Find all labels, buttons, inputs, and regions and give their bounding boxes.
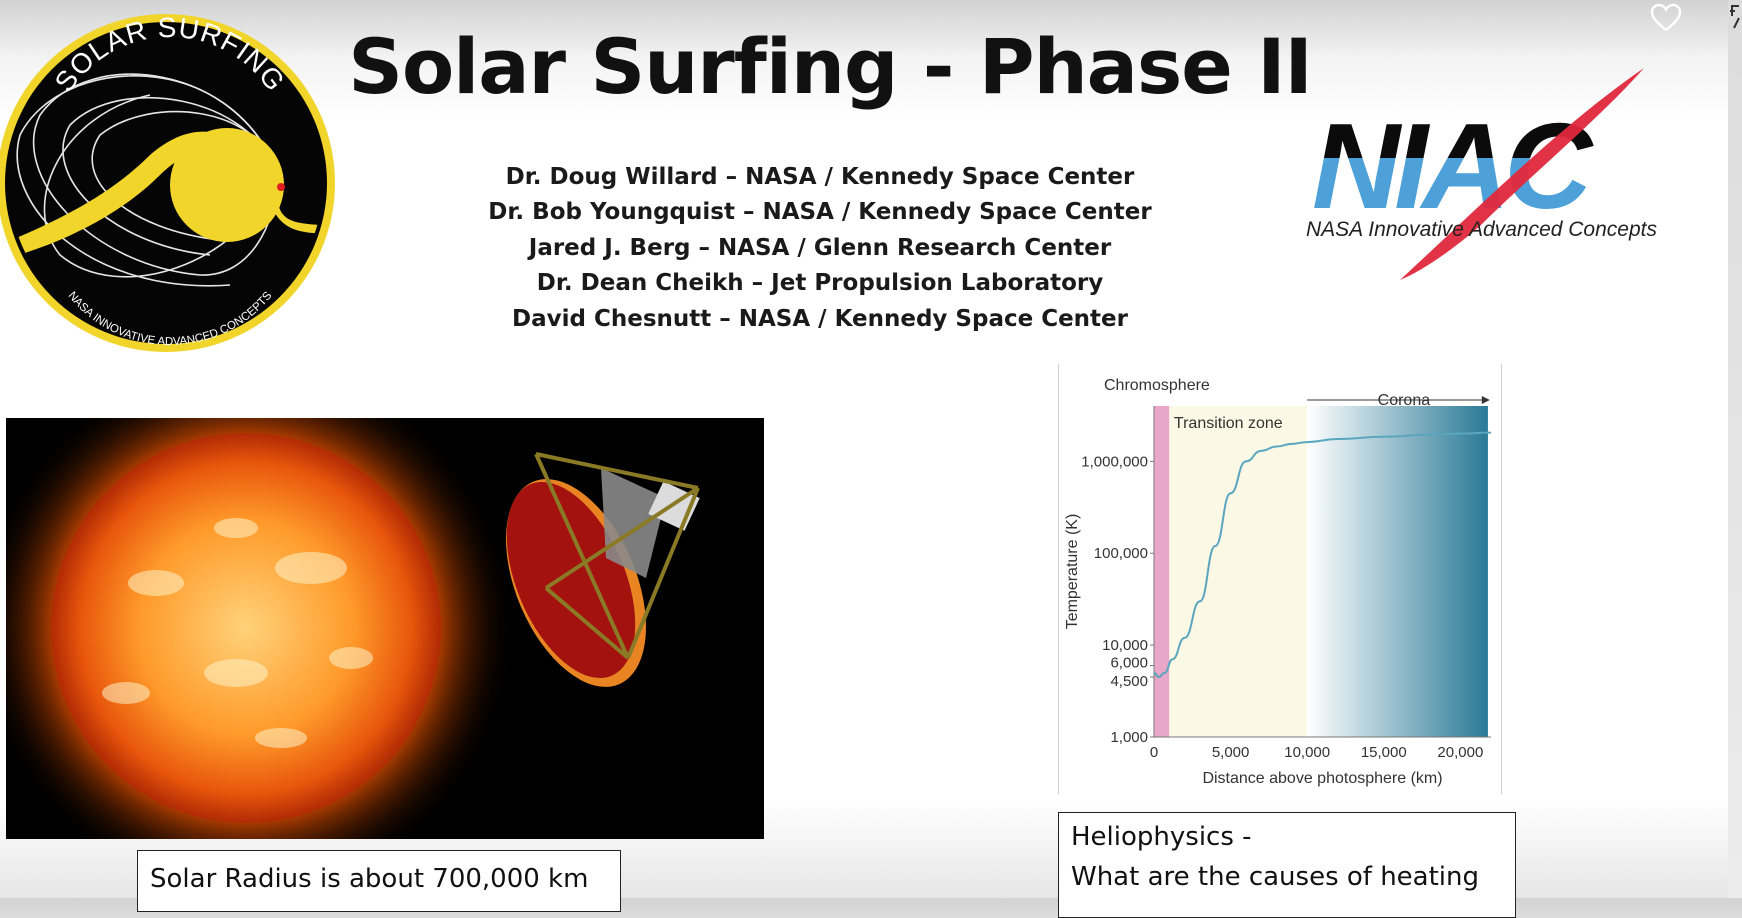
corona-arrowhead	[1481, 396, 1490, 404]
x-tick-label: 15,000	[1361, 744, 1407, 761]
niac-subtitle: NASA Innovative Advanced Concepts	[1306, 218, 1657, 241]
sun	[51, 433, 441, 823]
x-tick-label: 10,000	[1284, 744, 1330, 761]
spacecraft	[506, 452, 700, 687]
x-tick-label: 0	[1150, 744, 1158, 761]
favorite-heart-icon[interactable]	[1650, 3, 1682, 33]
svg-text:NIAC: NIAC	[1312, 98, 1594, 234]
region-label-chromosphere: Chromosphere	[1104, 377, 1210, 394]
author-line: Jared J. Berg – NASA / Glenn Research Ce…	[528, 234, 1112, 261]
author-line: David Chesnutt – NASA / Kennedy Space Ce…	[512, 305, 1128, 332]
y-tick-label: 1,000,000	[1081, 453, 1148, 470]
temperature-curve	[1153, 431, 1492, 678]
temperature-chart: 0 5,000 10,000 15,000 20,000 1,000 4,500 6,000 1…	[1058, 364, 1502, 794]
region-label-transition-zone: Transition zone	[1174, 415, 1283, 432]
chart-region-band	[1154, 406, 1170, 737]
solar-radius-caption: Solar Radius is about 700,000 km	[137, 850, 621, 912]
author-list: Dr. Doug Willard – NASA / Kennedy Space …	[440, 160, 1200, 337]
chart-region-band	[1169, 406, 1308, 737]
slide: SOLAR SURFING NASA INNOVATIVE ADVANCED C…	[0, 3, 1682, 918]
heliophysics-caption: Heliophysics - What are the causes of he…	[1058, 812, 1516, 918]
x-axis-label: Distance above photosphere (km)	[1202, 770, 1442, 787]
sun-spacecraft-image	[6, 418, 764, 839]
y-tick-label: 10,000	[1102, 637, 1148, 654]
heliophysics-caption-line: What are the causes of heating	[1071, 862, 1480, 892]
y-tick-label: 1,000	[1110, 729, 1148, 746]
y-axis-label: Temperature (K)	[1064, 514, 1081, 630]
region-label-corona: Corona	[1378, 392, 1431, 409]
slide-title: Solar Surfing - Phase II	[348, 22, 1313, 111]
x-tick-label: 20,000	[1437, 744, 1483, 761]
x-tick-label: 5,000	[1212, 744, 1250, 761]
y-tick-label: 4,500	[1110, 673, 1148, 690]
clipped-edge-icon[interactable]	[1729, 4, 1741, 30]
solar-surfing-logo: SOLAR SURFING NASA INNOVATIVE ADVANCED C…	[0, 12, 335, 352]
author-line: Dr. Doug Willard – NASA / Kennedy Space …	[505, 164, 1135, 190]
y-tick-label: 6,000	[1110, 654, 1148, 671]
heliophysics-caption-line: Heliophysics -	[1071, 822, 1252, 852]
author-line: Dr. Bob Youngquist – NASA / Kennedy Spac…	[488, 199, 1152, 226]
chart-region-band	[1307, 406, 1488, 737]
author-line: Dr. Dean Cheikh – Jet Propulsion Laborat…	[536, 270, 1104, 297]
right-edge-strip	[1728, 0, 1742, 898]
niac-logo: NIAC NIAC NASA Innovative Advanced Conce…	[1306, 68, 1657, 280]
y-tick-label: 100,000	[1094, 545, 1148, 562]
